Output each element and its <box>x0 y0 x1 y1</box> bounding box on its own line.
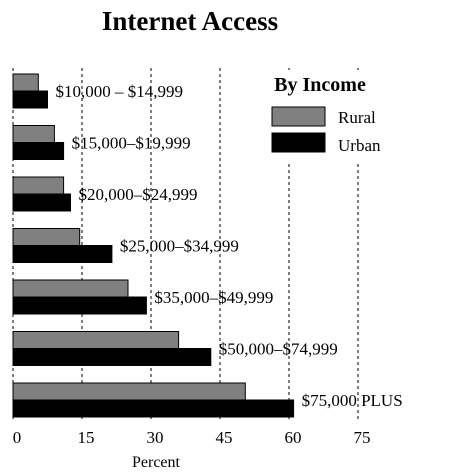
x-tick-label-5: 75 <box>354 428 371 447</box>
category-labels: $10,000 – $14,999 $15,000–$19,999 $20,000–… <box>56 82 403 410</box>
x-tick-label-4: 60 <box>285 428 302 447</box>
x-tick-label-1: 15 <box>78 428 95 447</box>
x-tick-label-3: 45 <box>216 428 233 447</box>
legend-swatch-rural <box>271 106 326 127</box>
category-label-1: $15,000–$19,999 <box>72 134 191 153</box>
bar-urban-5 <box>12 348 212 366</box>
bar-rural-2 <box>12 176 65 195</box>
x-tick-label-0: 0 <box>13 428 22 447</box>
legend-swatch-urban <box>271 132 326 153</box>
category-label-2: $20,000–$24,999 <box>79 185 198 204</box>
bar-rural-4 <box>12 279 129 298</box>
bars <box>12 73 295 418</box>
bar-urban-0 <box>12 90 48 109</box>
bar-rural-5 <box>12 331 180 349</box>
legend-label-urban: Urban <box>338 136 381 155</box>
category-label-4: $35,000–$49,999 <box>154 288 273 307</box>
category-label-5: $50,000–$74,999 <box>219 340 338 359</box>
x-axis-label: Percent <box>132 454 181 471</box>
category-label-0: $10,000 – $14,999 <box>56 82 184 101</box>
bar-urban-1 <box>12 142 65 160</box>
legend: By Income Rural Urban <box>268 70 381 162</box>
bar-urban-4 <box>12 296 147 315</box>
bar-rural-6 <box>12 382 246 401</box>
bar-urban-3 <box>12 245 113 263</box>
bar-urban-2 <box>12 193 71 212</box>
legend-label-rural: Rural <box>338 108 376 127</box>
category-label-6: $75,000 PLUS <box>302 391 403 410</box>
bar-urban-6 <box>12 399 295 418</box>
bar-rural-1 <box>12 125 55 143</box>
bar-rural-3 <box>12 228 81 246</box>
legend-title: By Income <box>274 74 366 96</box>
chart-title: Internet Access <box>102 6 278 36</box>
x-tick-label-2: 30 <box>147 428 164 447</box>
category-label-3: $25,000–$34,999 <box>120 237 239 256</box>
x-tick-labels: 0 15 30 45 60 75 <box>13 428 371 447</box>
bar-rural-0 <box>12 73 39 92</box>
